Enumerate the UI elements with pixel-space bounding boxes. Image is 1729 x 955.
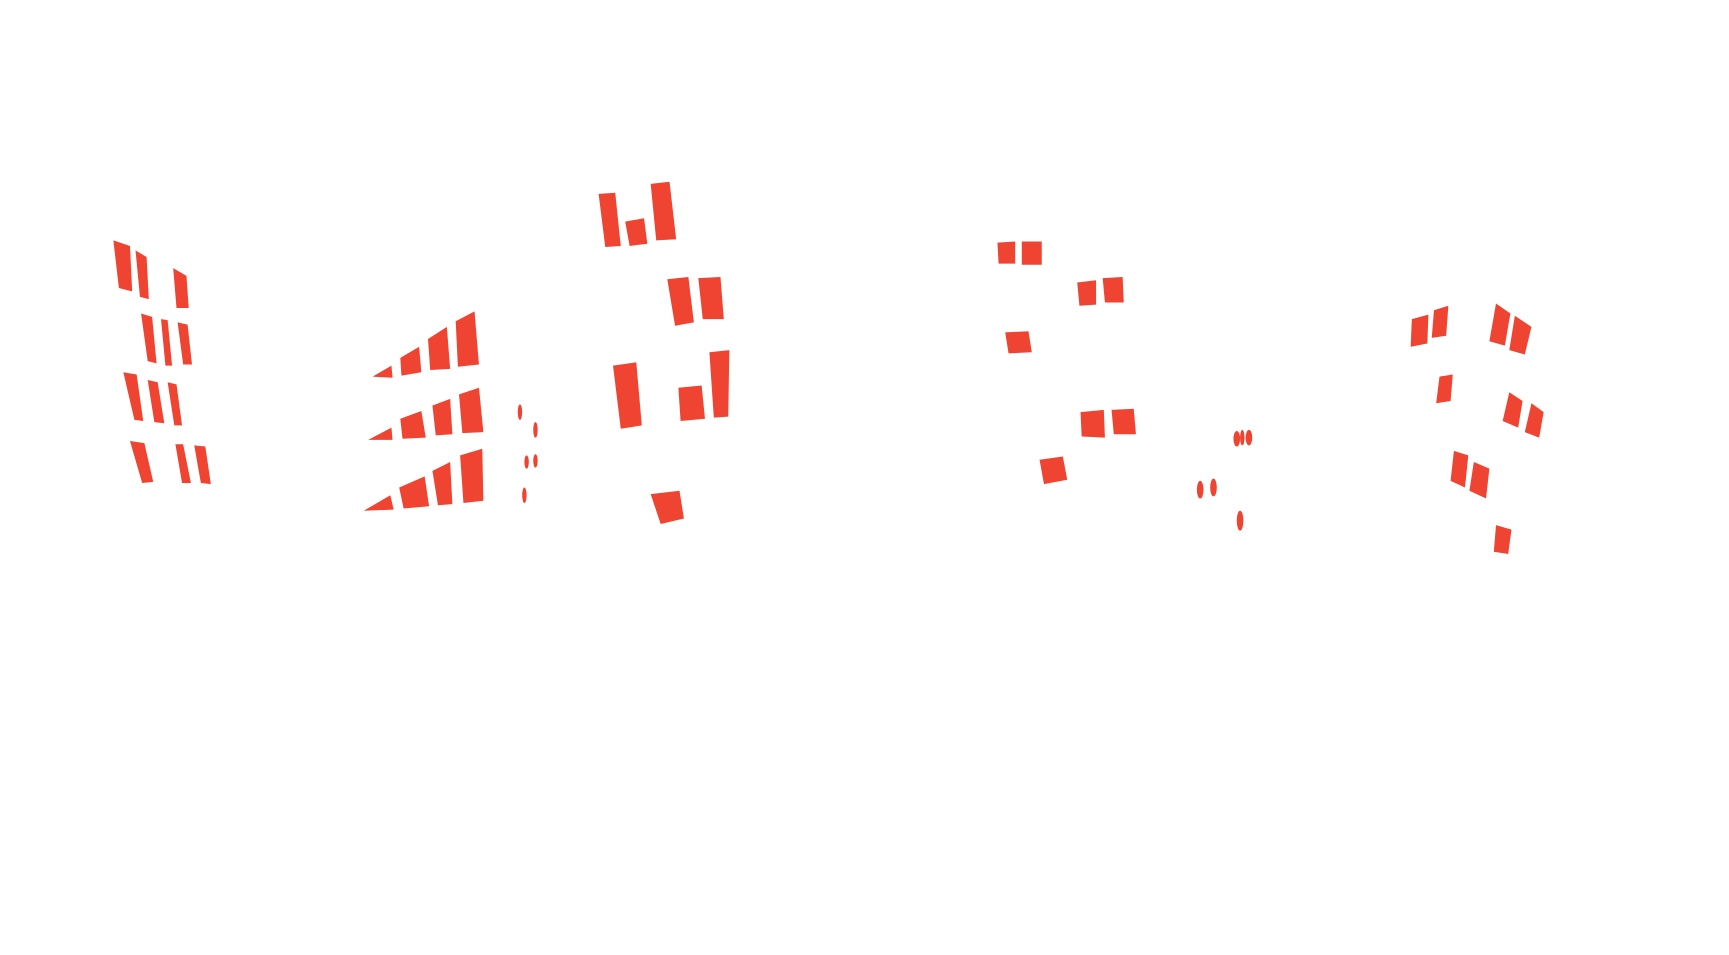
small-window xyxy=(1210,478,1217,497)
window xyxy=(427,326,451,371)
window xyxy=(432,461,453,506)
window xyxy=(135,250,149,300)
window xyxy=(1080,409,1105,438)
window xyxy=(167,382,183,426)
small-window xyxy=(1240,429,1245,446)
window xyxy=(173,268,189,308)
window xyxy=(363,495,394,511)
window xyxy=(598,192,621,248)
window xyxy=(1489,303,1511,346)
window xyxy=(625,218,648,246)
window xyxy=(667,276,694,326)
window xyxy=(432,398,453,436)
window xyxy=(400,346,422,376)
small-window xyxy=(524,455,529,469)
window xyxy=(1039,456,1068,485)
window xyxy=(1450,450,1469,488)
window xyxy=(113,240,133,292)
window xyxy=(1502,392,1523,428)
small-window xyxy=(522,487,527,503)
window xyxy=(1431,305,1449,338)
small-window xyxy=(533,454,538,468)
window xyxy=(1524,403,1544,438)
small-window xyxy=(1236,510,1244,531)
window xyxy=(1410,314,1429,347)
window xyxy=(459,387,484,434)
window xyxy=(1509,315,1532,355)
window xyxy=(650,490,684,525)
window xyxy=(455,311,479,367)
windows-group xyxy=(113,181,1544,554)
window xyxy=(400,411,426,439)
window xyxy=(650,181,677,241)
window xyxy=(1111,408,1136,435)
window xyxy=(613,362,642,429)
window xyxy=(1005,331,1032,354)
window xyxy=(997,241,1016,264)
window xyxy=(399,476,430,509)
window xyxy=(147,380,165,424)
window xyxy=(123,372,144,421)
window xyxy=(177,322,193,365)
window xyxy=(1021,241,1042,265)
window xyxy=(460,448,484,503)
window xyxy=(129,440,154,484)
window xyxy=(160,319,173,366)
window xyxy=(141,313,157,364)
small-window xyxy=(1233,430,1241,447)
small-window xyxy=(533,422,538,438)
window xyxy=(194,445,211,485)
small-window xyxy=(517,404,523,420)
window xyxy=(698,276,724,320)
window xyxy=(678,385,705,421)
window xyxy=(372,365,393,378)
window xyxy=(1469,461,1490,499)
small-window xyxy=(1245,429,1253,446)
window xyxy=(1077,280,1097,306)
window xyxy=(368,427,393,440)
window xyxy=(709,350,730,418)
small-window xyxy=(1196,480,1204,499)
window xyxy=(1102,276,1124,303)
window xyxy=(1493,525,1512,554)
window xyxy=(1436,374,1453,404)
window xyxy=(175,444,191,484)
